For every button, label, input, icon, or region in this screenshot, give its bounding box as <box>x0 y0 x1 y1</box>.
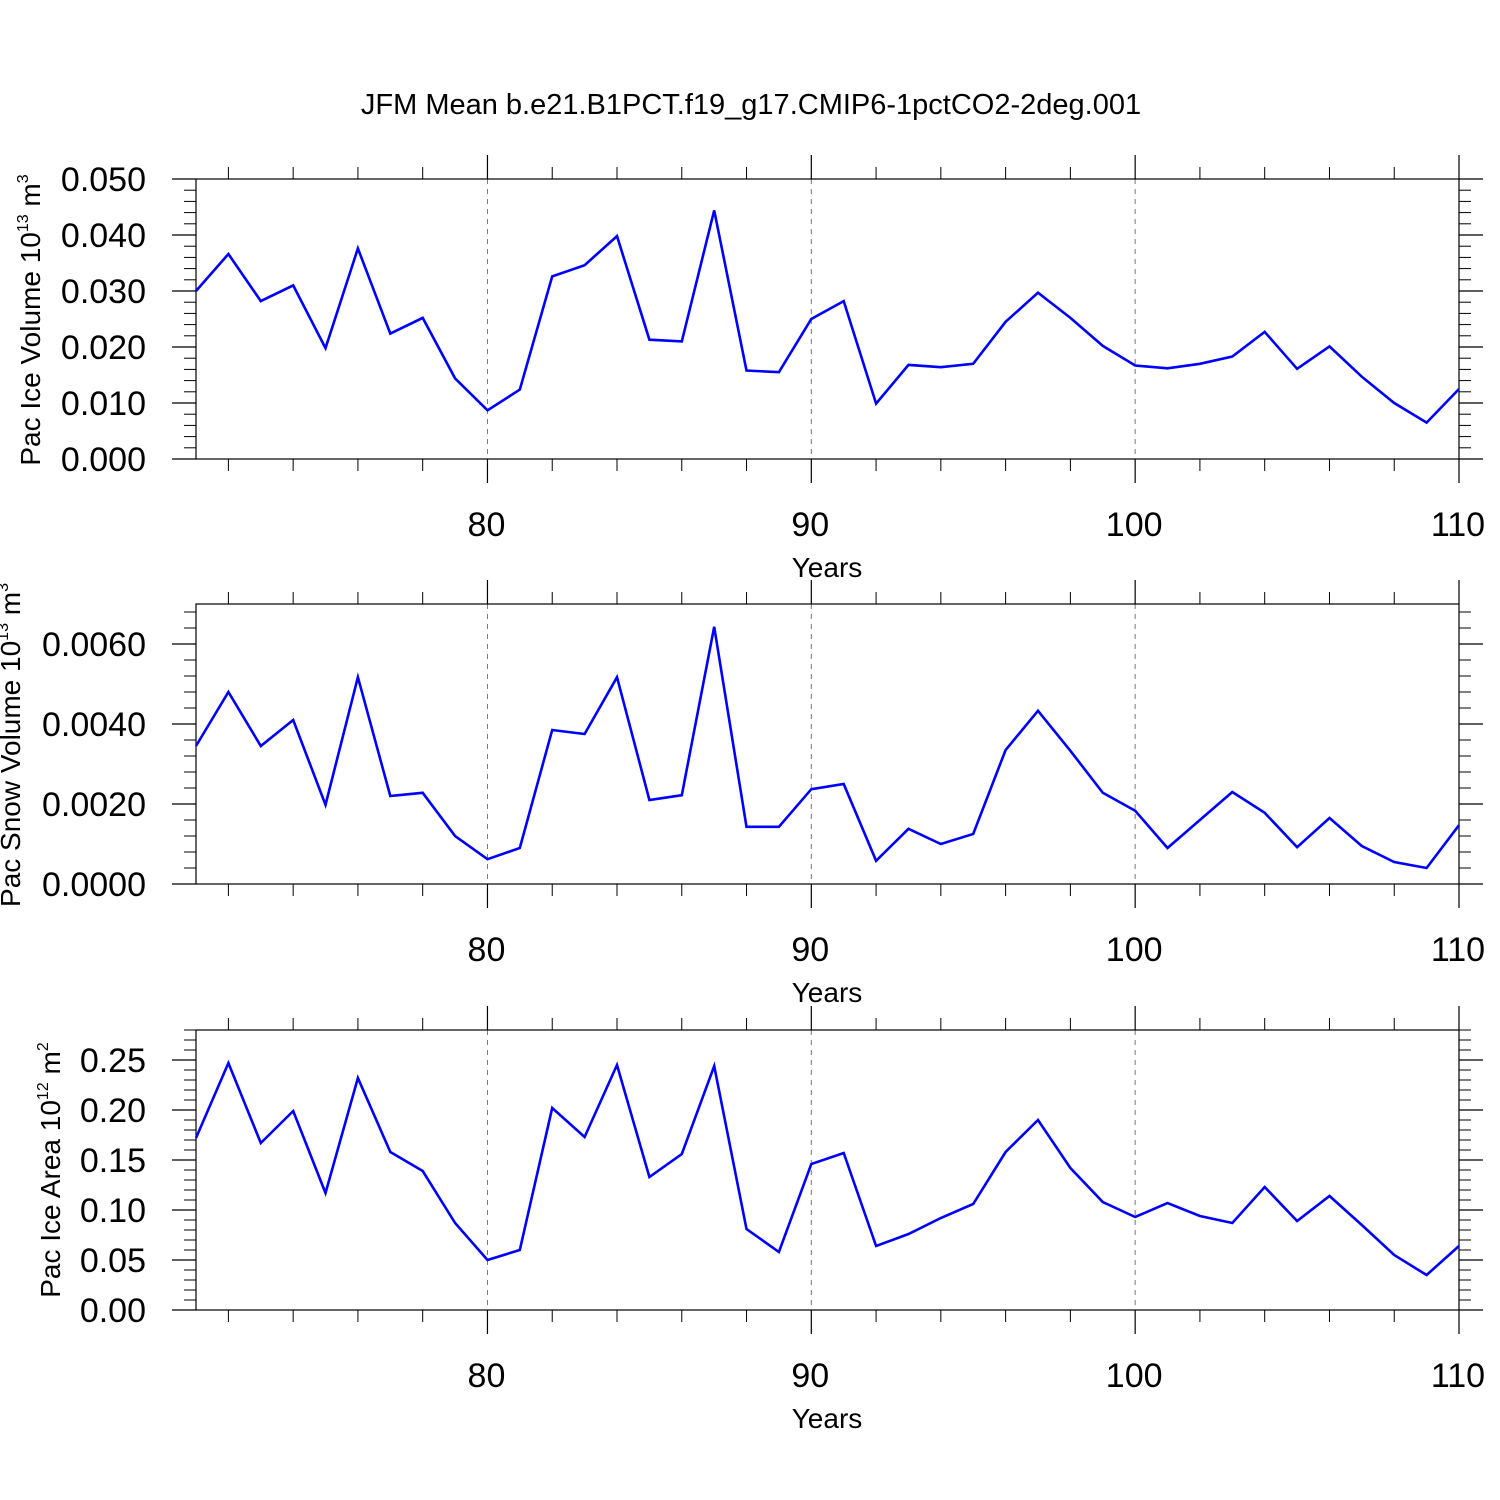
y-tick-label: 0.15 <box>80 1142 146 1180</box>
x-tick-label: 80 <box>468 1357 506 1395</box>
series-line <box>194 626 1461 870</box>
x-tick-label: 80 <box>468 931 506 969</box>
chart-title: JFM Mean b.e21.B1PCT.f19_g17.CMIP6-1pctC… <box>361 89 1141 121</box>
x-axis-label: Years <box>792 552 863 583</box>
x-tick-label: 110 <box>1431 506 1485 544</box>
x-tick-label: 90 <box>791 506 829 544</box>
x-tick-label: 110 <box>1431 931 1485 969</box>
y-axis-label: Pac Ice Area 1012 m2 <box>35 1042 66 1298</box>
y-tick-label: 0.000 <box>61 441 146 479</box>
y-axis-label: Pac Ice Volume 1013 m3 <box>15 174 46 465</box>
y-tick-label: 0.0000 <box>42 866 146 904</box>
chart-panel-1: 80 90 100 110 Years 0.000 0.010 0.020 0.030 0.040… <box>15 155 1485 583</box>
chart-panel-2: 80 90 100 110 Years 0.0000 0.0020 0.0040 0.0060 P… <box>0 580 1485 1008</box>
y-tick-label: 0.030 <box>61 273 146 311</box>
y-tick-label: 0.05 <box>80 1242 146 1280</box>
plot-frame <box>195 1029 1460 1311</box>
x-tick-label: 90 <box>791 1357 829 1395</box>
y-tick-label: 0.010 <box>61 385 146 423</box>
y-tick-label: 0.0060 <box>42 626 146 664</box>
x-tick-label: 100 <box>1106 506 1163 544</box>
y-tick-label: 0.040 <box>61 217 146 255</box>
x-tick-label: 80 <box>468 506 506 544</box>
x-tick-label: 100 <box>1106 1357 1163 1395</box>
x-tick-label: 110 <box>1431 1357 1485 1395</box>
y-tick-label: 0.0040 <box>42 706 146 744</box>
y-tick-label: 0.20 <box>80 1092 146 1130</box>
plot-frame <box>195 603 1460 885</box>
y-tick-label: 0.10 <box>80 1192 146 1230</box>
x-axis-label: Years <box>792 1403 863 1434</box>
series-line <box>195 210 1460 425</box>
y-tick-label: 0.25 <box>80 1042 146 1080</box>
plot-frame <box>195 178 1460 460</box>
y-tick-label: 0.020 <box>61 329 146 367</box>
y-axis-label: Pac Snow Volume 1013 m3 <box>0 583 26 907</box>
x-tick-label: 100 <box>1106 931 1163 969</box>
series-line <box>194 1059 1460 1277</box>
y-tick-label: 0.0020 <box>42 786 146 824</box>
y-tick-label: 0.050 <box>61 161 146 199</box>
chart-panel-3: 80 90 100 110 Years 0.00 0.05 0.10 0.15 0.20 0.25 P… <box>35 1006 1485 1434</box>
y-tick-label: 0.00 <box>80 1292 146 1330</box>
x-tick-label: 90 <box>791 931 829 969</box>
x-axis-label: Years <box>792 977 863 1008</box>
